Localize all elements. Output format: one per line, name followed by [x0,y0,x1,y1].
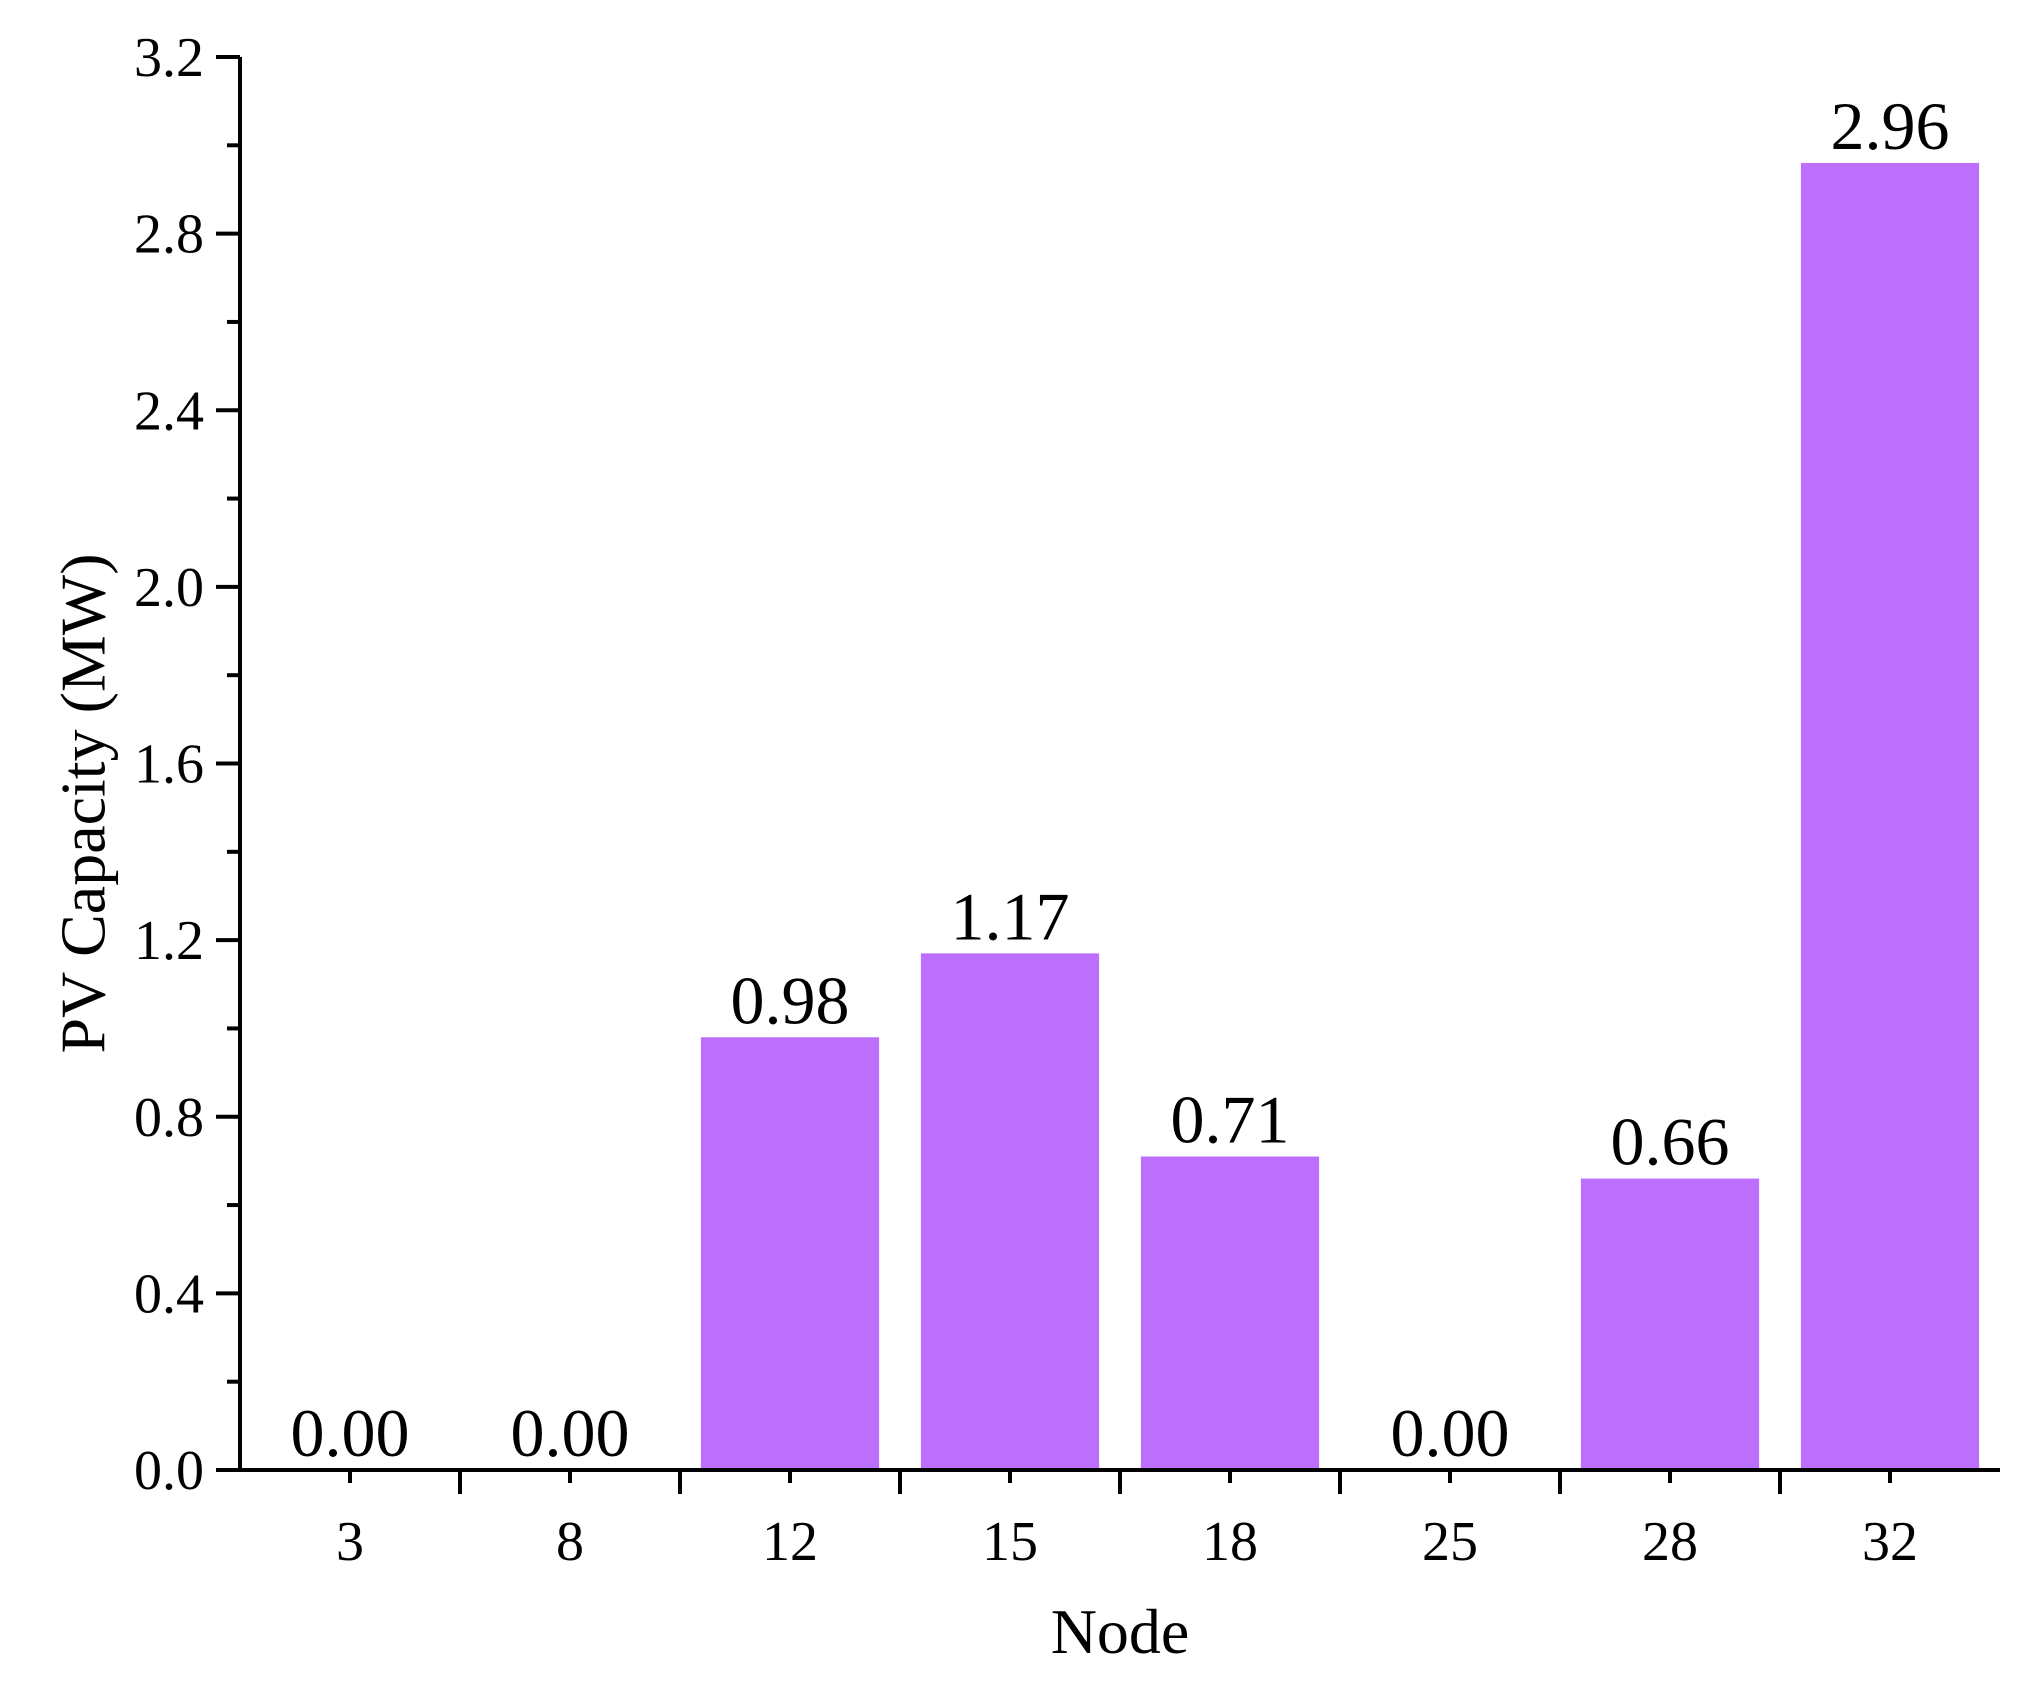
data-label-node-28: 0.66 [1611,1104,1730,1180]
x-tick-label: 3 [336,1511,364,1573]
x-tick-label: 28 [1642,1511,1698,1573]
y-tick-label: 1.2 [134,910,204,972]
y-tick-label: 1.6 [134,734,204,796]
y-tick-label: 2.4 [134,380,204,442]
x-tick-label: 18 [1202,1511,1258,1573]
bar-node-18 [1140,1156,1320,1470]
bar-node-12 [700,1037,880,1470]
data-label-node-32: 2.96 [1831,88,1950,164]
y-tick-label: 0.4 [134,1263,204,1325]
y-tick-label: 2.8 [134,204,204,266]
bar-node-28 [1580,1178,1760,1470]
data-label-node-8: 0.00 [511,1395,630,1471]
data-label-node-12: 0.98 [731,962,850,1038]
y-tick-label: 3.2 [134,27,204,89]
x-tick-label: 32 [1862,1511,1918,1573]
bar-node-32 [1800,162,1980,1471]
bar-node-15 [920,953,1100,1470]
x-axis-ticks: 3 8 12 15 18 25 28 32 [336,1470,1918,1573]
data-label-node-25: 0.00 [1391,1395,1510,1471]
data-labels-group: 0.00 0.00 0.98 1.17 0.71 0.00 0.66 2.96 [291,88,1950,1471]
data-label-node-3: 0.00 [291,1395,410,1471]
x-tick-label: 8 [556,1511,584,1573]
x-tick-label: 12 [762,1511,818,1573]
x-tick-label: 25 [1422,1511,1478,1573]
y-axis-ticks: 0.0 0.4 0.8 1.2 1.6 2.0 2.4 2.8 3.2 [134,27,240,1502]
x-axis-title: Node [1051,1596,1190,1667]
x-tick-label: 15 [982,1511,1038,1573]
y-axis-title: PV Capacity (MW) [48,553,119,1053]
y-tick-label: 2.0 [134,557,204,619]
data-label-node-15: 1.17 [951,878,1070,954]
data-label-node-18: 0.71 [1171,1081,1290,1157]
bars-group [700,162,1980,1471]
y-tick-label: 0.0 [134,1440,204,1502]
y-tick-label: 0.8 [134,1087,204,1149]
